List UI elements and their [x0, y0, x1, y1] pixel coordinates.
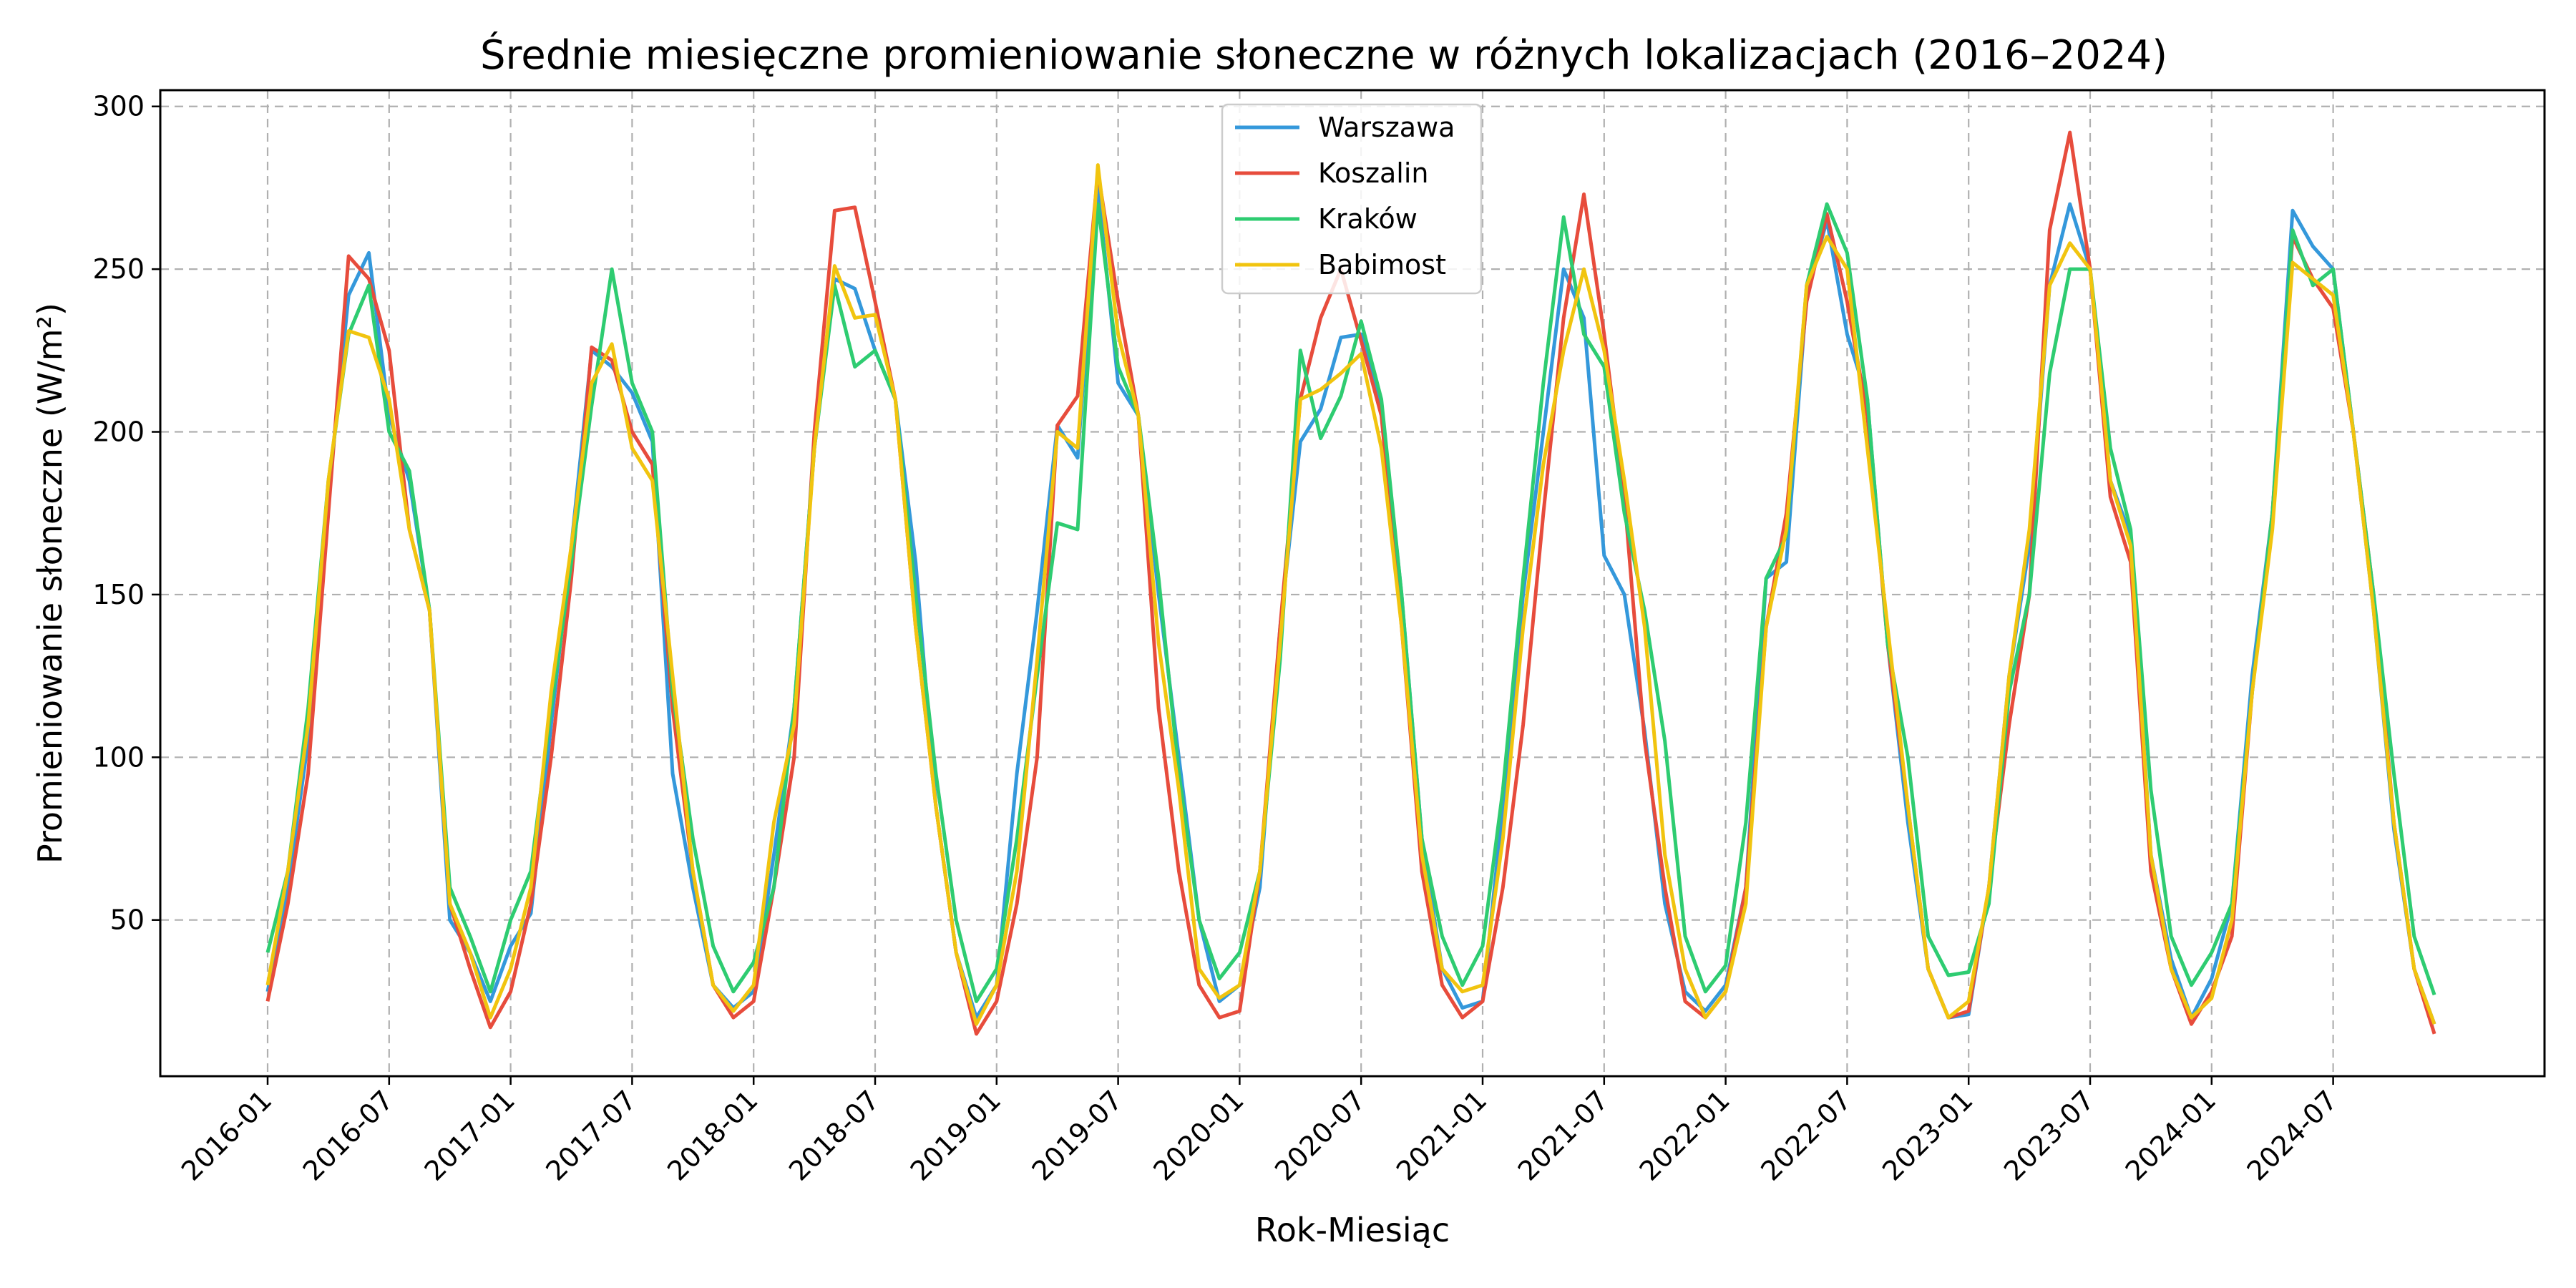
legend-box: [1221, 103, 1483, 295]
y-tick-label: 300: [92, 91, 145, 122]
legend-label: Koszalin: [1318, 157, 1429, 189]
y-axis: 50 100 150 200 250 300: [92, 91, 160, 936]
legend-label: Warszawa: [1318, 112, 1455, 143]
legend-label: Babimost: [1318, 249, 1446, 280]
legend: Warszawa Koszalin Kraków Babimost: [1221, 103, 1483, 295]
y-tick-label: 250: [92, 253, 145, 285]
series-line-koszalin: [265, 130, 2436, 1036]
y-tick-label: 50: [110, 904, 145, 936]
y-tick-label: 100: [92, 741, 145, 773]
series-line-krak-w: [265, 202, 2436, 1003]
y-tick-label: 150: [92, 579, 145, 610]
series-line-babimost: [265, 163, 2436, 1026]
x-axis-label: Rok-Miesiąc: [1255, 1211, 1450, 1249]
y-axis-label: Promieniowanie słoneczne (W/m²): [31, 303, 69, 864]
plot-frame: [159, 89, 2546, 1078]
chart-title: Średnie miesięczne promieniowanie słonec…: [480, 32, 2167, 79]
legend-label: Kraków: [1318, 203, 1418, 235]
series-line-warszawa: [265, 185, 2436, 1025]
series-layer: [265, 130, 2436, 1036]
legend-items: Warszawa Koszalin Kraków Babimost: [1235, 112, 1455, 280]
y-tick-label: 200: [92, 416, 145, 448]
